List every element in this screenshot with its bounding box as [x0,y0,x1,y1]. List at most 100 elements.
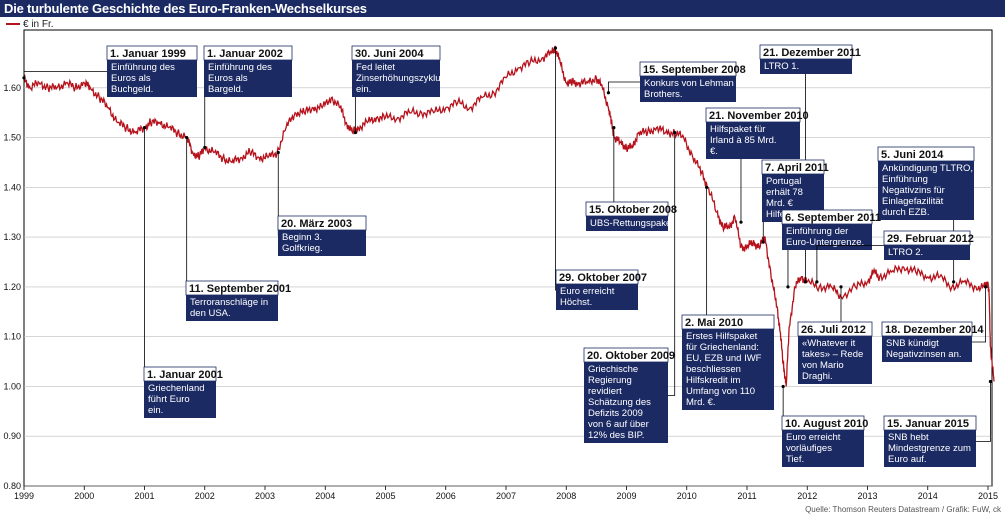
y-tick-label: 1.20 [3,282,21,292]
callout-point [142,126,147,130]
x-tick-label: 2014 [918,491,938,501]
callout-7: 5. Juni 2014 Ankündigung TLTRO, Einführung… [877,146,975,284]
callout-point [203,145,207,150]
callout-text: Einführung der Euro-Untergrenze. [786,226,864,248]
callout-text: Euro erreicht vorläufiges Tief. [786,432,841,465]
x-tick-label: 2015 [978,491,998,501]
callout-date: 7. April 2011 [765,162,829,174]
callout-19: 10. August 2010 Euro erreicht vorläufiges T… [781,384,868,467]
callout-body [884,245,970,260]
callout-text: Euro erreicht Höchst. [560,286,615,308]
callout-point [739,220,743,224]
callout-body [278,230,366,256]
callout-point [185,135,189,140]
callout-body [556,284,638,310]
callout-20: 15. Januar 2015 SNB hebt Mindestgrenze zum… [883,379,993,467]
callout-text: Konkurs von Lehman Brothers. [644,78,734,100]
callout-body [682,329,774,410]
callout-body [640,76,736,102]
callout-body [186,295,278,321]
callout-point [815,280,819,284]
x-tick-label: 2006 [436,491,456,501]
callout-point [803,280,808,284]
y-tick-label: 0.80 [3,481,21,491]
callout-body [798,336,872,384]
callout-point [952,280,956,284]
callout-date: 29. Februar 2012 [887,233,974,245]
callout-text: Erstes Hilfspaket für Griechenland: EU, EZ… [686,331,762,408]
callout-18: 1. Januar 2001 Griechenland führt Euro ein. [142,126,223,418]
x-tick-label: 2001 [134,491,154,501]
callout-0: 1. Januar 1999 Einführung des Euros als Buc… [22,45,198,97]
callout-date: 30. Juni 2004 [355,48,424,60]
callout-date: 5. Juni 2014 [881,149,944,161]
callout-date: 15. Januar 2015 [887,418,969,430]
callout-point [612,126,616,130]
callout-10: 15. Oktober 2008 UBS-Rettungspaket. [585,126,677,231]
callout-text: Einführung des Euros als Bargeld. [208,62,272,95]
callout-body [107,60,197,97]
callout-date: 26. Juli 2012 [801,324,866,336]
callout-date: 1. Januar 2002 [207,48,283,60]
callout-point [673,130,677,135]
x-tick-label: 2005 [375,491,395,501]
callout-15: 26. Juli 2012 «Whatever it takes» – Rede vo… [797,285,873,384]
y-tick-label: 0.90 [3,431,21,441]
callout-body [760,59,852,74]
callout-date: 18. Dezember 2014 [885,324,984,336]
chart-title: Die turbulente Geschichte des Euro-Frank… [0,0,1005,17]
callout-leader [816,245,884,282]
x-tick-label: 2004 [315,491,335,501]
callout-body [584,362,668,443]
legend-label: € in Fr. [23,19,54,30]
callout-9: 29. Februar 2012 LTRO 2. [815,230,974,284]
callout-body [706,122,800,159]
callout-4: 21. Dezember 2011 LTRO 1. [759,44,861,284]
callout-text: LTRO 1. [764,61,799,72]
callout-text: «Whatever it takes» – Rede von Mario Draghi… [802,338,863,382]
callout-text: Terroranschläge in den USA. [190,297,268,319]
callout-14: 2. Mai 2010 Erstes Hilfspaket für Griechen… [681,185,775,410]
callout-body [882,336,972,362]
callout-text: Ankündigung TLTRO, Einführung Negativzins … [882,163,973,218]
callout-leader [555,47,556,291]
callout-body [782,430,864,467]
callout-date: 1. Januar 2001 [147,369,223,381]
callout-date: 1. Januar 1999 [110,48,186,60]
x-tick-label: 1999 [14,491,34,501]
callout-point [276,150,280,155]
callout-13: 11. September 2001 Terroranschläge in den … [185,135,291,321]
y-tick-label: 1.30 [3,232,21,242]
callout-leader [23,71,107,78]
callout-text: Hilfspaket für Irland à 85 Mrd. €. [710,124,777,157]
callout-text: Griechische Regierung revidiert Schätzung d… [588,364,651,441]
callout-text: SNB kündigt Negativzinsen an. [886,338,962,360]
callout-body [884,430,976,467]
callout-leader [186,137,188,302]
callout-date: 15. Oktober 2008 [589,204,677,216]
x-tick-label: 2008 [556,491,576,501]
x-tick-label: 2011 [737,491,756,501]
callout-date: 15. September 2008 [643,64,746,76]
x-tick-label: 2000 [74,491,94,501]
y-tick-label: 1.00 [3,381,21,391]
callout-point [22,76,26,80]
callout-3: 15. September 2008 Konkurs von Lehman Brot… [606,61,746,102]
y-tick-label: 1.60 [3,83,21,93]
x-tick-label: 2003 [255,491,275,501]
callout-date: 21. Dezember 2011 [763,47,861,59]
callout-point [761,240,765,244]
callout-date: 2. Mai 2010 [685,317,743,329]
callout-date: 11. September 2001 [189,283,291,295]
callout-point [353,130,357,135]
callout-leader [144,127,145,393]
callout-leader [608,81,640,93]
series-line-eur-chf [23,45,995,387]
callout-point [988,379,993,384]
callout-point [553,46,558,50]
x-tick-label: 2009 [616,491,636,501]
callout-text: SNB hebt Mindestgrenze zum Euro auf. [888,432,971,465]
callout-date: 6. September 2011 [785,212,881,224]
callout-body [144,381,216,418]
